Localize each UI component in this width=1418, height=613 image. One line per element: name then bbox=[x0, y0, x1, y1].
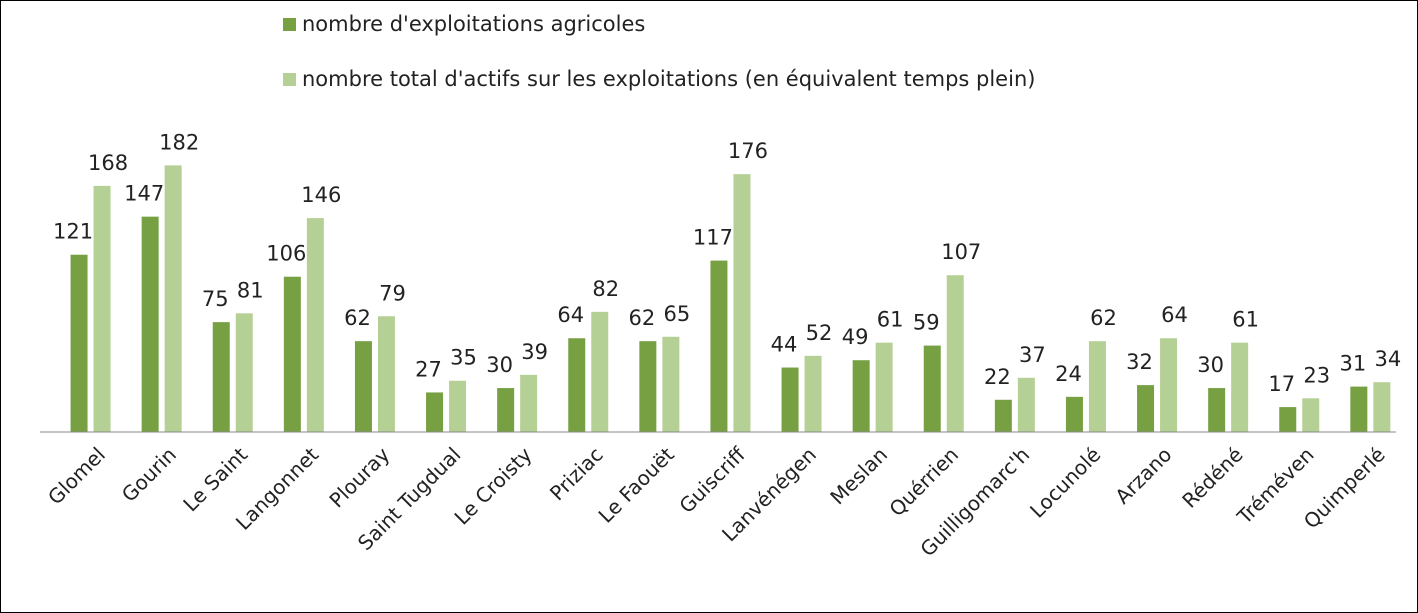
bar bbox=[1231, 342, 1249, 432]
bar bbox=[591, 311, 609, 432]
data-label: 17 bbox=[1268, 372, 1295, 396]
data-label: 107 bbox=[941, 240, 981, 264]
bar bbox=[1137, 385, 1155, 432]
bar bbox=[1065, 396, 1083, 432]
data-label: 44 bbox=[771, 333, 798, 357]
bar bbox=[70, 254, 88, 432]
bar bbox=[520, 374, 538, 432]
data-label: 64 bbox=[557, 303, 584, 327]
bar bbox=[141, 216, 159, 432]
data-label: 62 bbox=[1090, 306, 1117, 330]
bar bbox=[994, 399, 1012, 432]
bar bbox=[283, 276, 301, 432]
data-label: 168 bbox=[88, 151, 128, 175]
bar bbox=[946, 275, 964, 432]
data-label: 75 bbox=[202, 287, 229, 311]
data-label: 32 bbox=[1126, 350, 1153, 374]
bar bbox=[377, 316, 395, 432]
bar bbox=[449, 380, 467, 432]
data-label: 52 bbox=[806, 321, 833, 345]
bar bbox=[804, 355, 822, 432]
legend-swatch bbox=[283, 73, 296, 86]
legend-label: nombre d'exploitations agricoles bbox=[302, 12, 645, 36]
bar bbox=[875, 342, 893, 432]
bar bbox=[639, 341, 657, 432]
bar bbox=[1208, 388, 1226, 432]
bar bbox=[1350, 386, 1368, 432]
bar bbox=[1160, 338, 1178, 432]
data-label: 106 bbox=[266, 242, 306, 266]
data-label: 121 bbox=[53, 220, 93, 244]
bar bbox=[212, 322, 230, 432]
legend-swatch bbox=[283, 18, 296, 31]
data-label: 64 bbox=[1161, 303, 1188, 327]
data-label: 35 bbox=[450, 346, 477, 370]
data-label: 49 bbox=[842, 325, 869, 349]
bar bbox=[1302, 398, 1320, 432]
data-label: 62 bbox=[344, 306, 371, 330]
data-label: 22 bbox=[984, 365, 1011, 389]
data-label: 147 bbox=[124, 182, 164, 206]
bar bbox=[164, 165, 182, 432]
data-label: 30 bbox=[486, 353, 513, 377]
data-label: 61 bbox=[877, 308, 904, 332]
data-label: 146 bbox=[301, 183, 341, 207]
bar bbox=[354, 341, 372, 432]
bar bbox=[1279, 407, 1297, 432]
data-label: 182 bbox=[159, 130, 199, 154]
data-label: 24 bbox=[1055, 362, 1082, 386]
legend-label: nombre total d'actifs sur les exploitati… bbox=[302, 67, 1035, 91]
bar bbox=[923, 345, 941, 432]
bar bbox=[710, 260, 728, 432]
data-label: 31 bbox=[1339, 352, 1366, 376]
data-label: 59 bbox=[913, 311, 940, 335]
data-label: 62 bbox=[628, 306, 655, 330]
bar bbox=[781, 367, 799, 432]
bar bbox=[235, 313, 253, 432]
bar bbox=[93, 185, 111, 432]
data-label: 65 bbox=[663, 302, 690, 326]
data-label: 79 bbox=[379, 281, 406, 305]
bar bbox=[568, 338, 586, 432]
data-label: 30 bbox=[1197, 353, 1224, 377]
bar bbox=[497, 388, 515, 432]
bar bbox=[733, 174, 751, 432]
data-label: 117 bbox=[693, 226, 733, 250]
data-label: 27 bbox=[415, 357, 442, 381]
data-label: 39 bbox=[521, 340, 548, 364]
data-label: 23 bbox=[1303, 363, 1330, 387]
data-label: 81 bbox=[237, 278, 264, 302]
data-label: 176 bbox=[728, 139, 768, 163]
data-label: 34 bbox=[1374, 347, 1401, 371]
bar bbox=[1017, 377, 1035, 432]
data-label: 37 bbox=[1019, 343, 1046, 367]
bar bbox=[662, 336, 680, 432]
bar bbox=[306, 218, 324, 432]
bar bbox=[1373, 382, 1391, 432]
data-label: 82 bbox=[592, 277, 619, 301]
bar bbox=[852, 360, 870, 432]
data-label: 61 bbox=[1232, 308, 1259, 332]
bar bbox=[426, 392, 444, 432]
bar bbox=[1088, 341, 1106, 432]
